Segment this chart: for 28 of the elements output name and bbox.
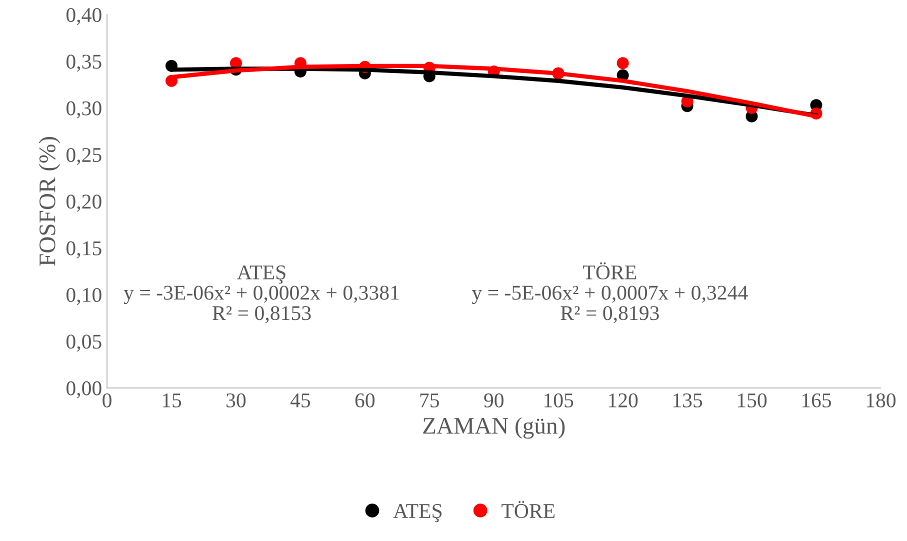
y-tick-label: 0,20 [66,194,102,212]
y-tick-label: 0,40 [66,8,102,26]
x-tick-label: 75 [420,394,439,408]
x-tick-label: 165 [802,393,832,408]
y-axis-title: FOSFOR (%) [38,137,60,266]
y-tick-label: 0,15 [66,241,102,258]
x-tick-label: 30 [226,393,246,408]
annotation: TÖRE y = -5E-06x² + 0,0007x + 0,3244 R² = 0,8193 [472,262,748,324]
legend-label: ATEŞ [393,504,442,522]
y-tick-label: 0,25 [66,148,102,166]
y-tick-label: 0,35 [66,54,102,72]
x-tick-label: 120 [609,393,638,408]
y-tick-label: 0,30 [66,101,102,118]
y-tick-label: 0,05 [66,334,102,352]
legend-label: TÖRE [502,500,555,518]
x-tick-label: 150 [738,393,767,408]
x-tick-label: 0 [102,393,112,408]
x-tick-label: 135 [673,393,702,408]
annotation: ATEŞ y = -3E-06x² + 0,0002x + 0,3381 R² = 0,8153 [124,265,399,324]
x-tick-label: 180 [866,393,896,408]
y-tick-label: 0,00 [66,381,102,398]
y-tick-label: 0,10 [66,288,102,306]
x-tick-label: 45 [290,394,310,408]
x-tick-label: 90 [484,393,504,408]
x-tick-label: 105 [544,393,574,408]
x-tick-label: 60 [355,393,375,408]
x-axis-title: ZAMAN (gün) [423,417,565,439]
x-tick-label: 15 [162,393,182,408]
